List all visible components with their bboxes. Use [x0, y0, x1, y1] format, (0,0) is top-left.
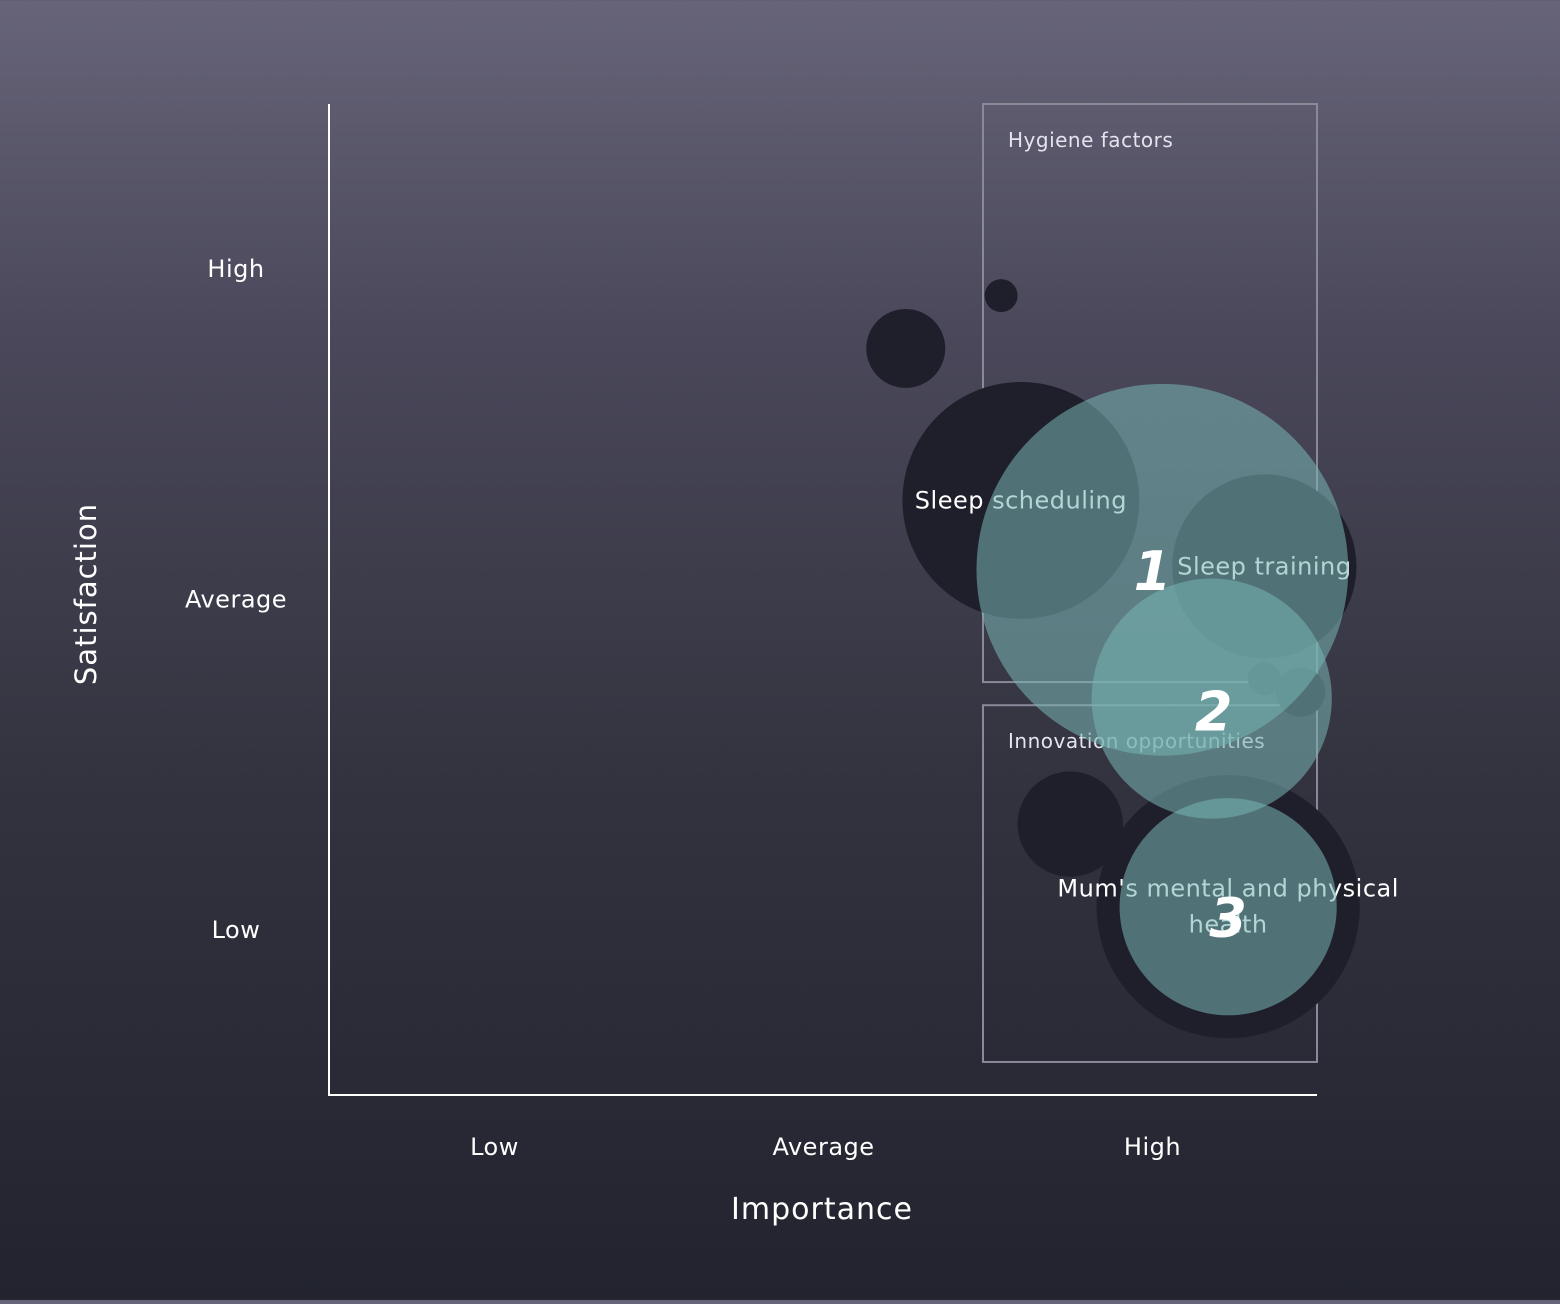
- highlight-bubble-3: [1119, 798, 1337, 1016]
- highlight-number-3: 3: [1209, 887, 1247, 950]
- region-label-hygiene-factors: Hygiene factors: [1008, 128, 1173, 152]
- x-axis-title: Importance: [731, 1192, 913, 1227]
- x-tick-low: Low: [470, 1133, 519, 1161]
- highlight-bubble-2: [1091, 578, 1332, 819]
- bubble-point-0: [866, 308, 946, 388]
- ticks-layer: Low Average High High Average Low: [185, 255, 1181, 1161]
- highlight-bubbles-layer: [976, 383, 1349, 1016]
- highlight-numbers-layer: 1 2 3: [1134, 540, 1247, 950]
- y-tick-low: Low: [212, 916, 261, 944]
- highlight-number-1: 1: [1134, 540, 1172, 603]
- x-tick-average: Average: [772, 1133, 874, 1161]
- axes-layer: [328, 104, 1317, 1096]
- y-axis-title: Satisfaction: [69, 503, 103, 685]
- x-tick-high: High: [1124, 1133, 1181, 1161]
- bubble-point-1: [984, 279, 1018, 313]
- y-tick-high: High: [207, 255, 264, 283]
- bubble-point-6: [1017, 771, 1123, 877]
- y-tick-average: Average: [185, 586, 287, 614]
- highlight-number-2: 2: [1195, 681, 1233, 744]
